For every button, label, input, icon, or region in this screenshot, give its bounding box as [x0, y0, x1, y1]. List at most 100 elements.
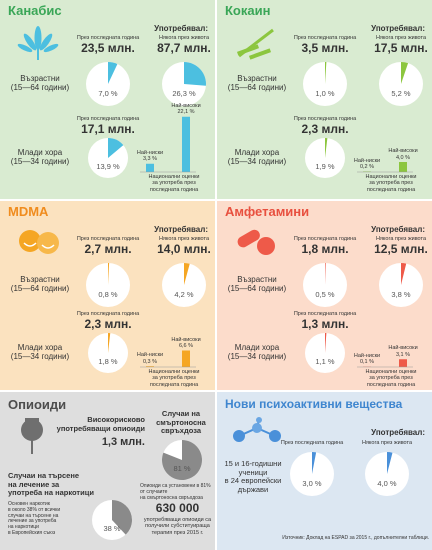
- icon: [236, 28, 274, 60]
- pie: 4,0 %: [365, 452, 409, 496]
- text: Случаи на търсене на лечение за употреба…: [8, 471, 94, 498]
- amount: 17,5 млн.: [374, 41, 428, 55]
- usage-label: Употребявал:: [371, 225, 425, 234]
- range-chart: [357, 359, 413, 368]
- pie: 7,0 %: [86, 62, 130, 106]
- icon: [233, 417, 281, 442]
- pie: 4,2 %: [162, 263, 206, 307]
- source: Източник: Доклад на ESPAD за 2015 г., до…: [282, 535, 429, 541]
- amount: 1,8 млн.: [301, 242, 349, 256]
- range-chart: [357, 162, 413, 173]
- range-label: Най-високи: [388, 345, 418, 352]
- amount: 2,7 млн.: [84, 242, 132, 256]
- pie: 26,3 %: [162, 62, 206, 106]
- group-label: Млади хора (15—34 години): [10, 148, 70, 167]
- column-label: През последната година: [76, 311, 140, 317]
- range-value: 0,2 %: [359, 164, 375, 170]
- mdma-panel: MDMA Употребявал: През последната година Ня…: [0, 201, 215, 390]
- column-label: Някога през живота: [361, 440, 413, 446]
- pie: 38 %: [92, 500, 132, 540]
- column-label: Някога през живота: [158, 35, 210, 41]
- group-label: Възрастни (15—64 години): [10, 74, 70, 93]
- amount: 2,3 млн.: [84, 317, 132, 331]
- amount: 2,3 млн.: [301, 122, 349, 136]
- range-chart: [140, 116, 196, 173]
- range-label: Най-високи: [388, 148, 418, 154]
- panel-title: MDMA: [8, 204, 49, 219]
- column-label: През последната година: [76, 35, 140, 41]
- pie-label: 1,9 %: [315, 162, 335, 171]
- range-label: Най-ниски: [353, 352, 381, 359]
- range-value: 6,6 %: [178, 343, 194, 349]
- pie-slice: [387, 452, 393, 474]
- pie-slice: [325, 263, 326, 285]
- group-label: Възрастни (15—64 години): [10, 275, 70, 294]
- pie-label: 1,1 %: [315, 357, 335, 366]
- range-bar: [182, 116, 190, 172]
- column-label: Някога през живота: [375, 35, 427, 41]
- amount: 12,5 млн.: [374, 242, 428, 256]
- range-label: Най-високи: [171, 336, 201, 343]
- column-label: През последната година: [293, 311, 357, 317]
- pie-slice: [184, 263, 190, 285]
- pie: 3,0 %: [290, 452, 334, 496]
- usage-label: Употребявал:: [371, 428, 425, 437]
- icon: [21, 418, 43, 454]
- amount: 23,5 млн.: [81, 41, 135, 55]
- pie: 0,8 %: [86, 263, 130, 307]
- column-label: Някога през живота: [158, 236, 210, 242]
- range-label: Най-високи: [171, 102, 201, 109]
- amount: 1,3 млн.: [101, 436, 145, 448]
- column-label: През последната година: [280, 440, 344, 446]
- pie-slice: [312, 452, 317, 474]
- pie-slice: [325, 62, 327, 84]
- pie-slice: [108, 62, 118, 84]
- icon: [19, 230, 59, 254]
- range-bar: [146, 366, 154, 367]
- range-value: 3,3 %: [142, 156, 158, 163]
- range-bar: [146, 163, 154, 172]
- column-label: През последната година: [293, 35, 357, 41]
- pie-slice: [112, 500, 132, 535]
- text: Високорисково употребяващи опиоиди: [56, 415, 145, 433]
- amount: 1,3 млн.: [301, 317, 349, 331]
- amount: 3,5 млн.: [301, 41, 349, 55]
- pie-label: 7,0 %: [98, 89, 118, 98]
- amount: 17,1 млн.: [81, 122, 135, 136]
- pie-label: 5,2 %: [391, 89, 411, 98]
- panel-title: Опиоиди: [8, 397, 67, 412]
- range-caption: Национални оценки за употреба през после…: [148, 174, 200, 193]
- pie-label: 1,0 %: [315, 89, 335, 98]
- column-label: През последната година: [293, 116, 357, 122]
- usage-label: Употребявал:: [154, 225, 208, 234]
- range-chart: [140, 350, 196, 368]
- range-bar: [182, 350, 190, 367]
- panel-title: Амфетамини: [225, 204, 310, 219]
- range-value: 0,3 %: [142, 358, 158, 365]
- pie-label: 0,5 %: [315, 290, 335, 299]
- pie-label: 0,8 %: [98, 290, 118, 299]
- cocaine-panel: Кокаин Употребявал: През последната година…: [217, 0, 432, 199]
- usage-label: Употребявал:: [371, 24, 425, 33]
- amount: 630 000: [155, 501, 200, 515]
- pie: 3,8 %: [379, 263, 423, 307]
- range-caption: Национални оценки за употреба през после…: [365, 174, 417, 193]
- range-value: 22,1 %: [177, 109, 195, 116]
- group-label: Млади хора (15—34 години): [10, 343, 70, 362]
- pie-label: 4,2 %: [174, 290, 194, 299]
- pie-label: 3,8 %: [391, 290, 411, 299]
- opioids-panel: Опиоиди Високорисково употребяващи опиоид…: [0, 392, 215, 550]
- group-label: Възрастни (15—64 години): [227, 74, 287, 93]
- pie: 81 %: [162, 440, 202, 480]
- pie: 1,9 %: [305, 138, 345, 178]
- panel-title: Нови психоактивни вещества: [225, 397, 403, 411]
- amount: 87,7 млн.: [157, 41, 211, 55]
- text: Случаи на смъртоносна свръхдоза: [156, 409, 206, 436]
- pie-label: 3,0 %: [302, 479, 322, 488]
- range-caption: Национални оценки за употреба през после…: [148, 369, 200, 388]
- pie-slice: [108, 138, 124, 158]
- range-value: 0,1 %: [359, 359, 375, 366]
- range-value: 4,0 %: [395, 154, 411, 161]
- column-label: През последната година: [76, 116, 140, 122]
